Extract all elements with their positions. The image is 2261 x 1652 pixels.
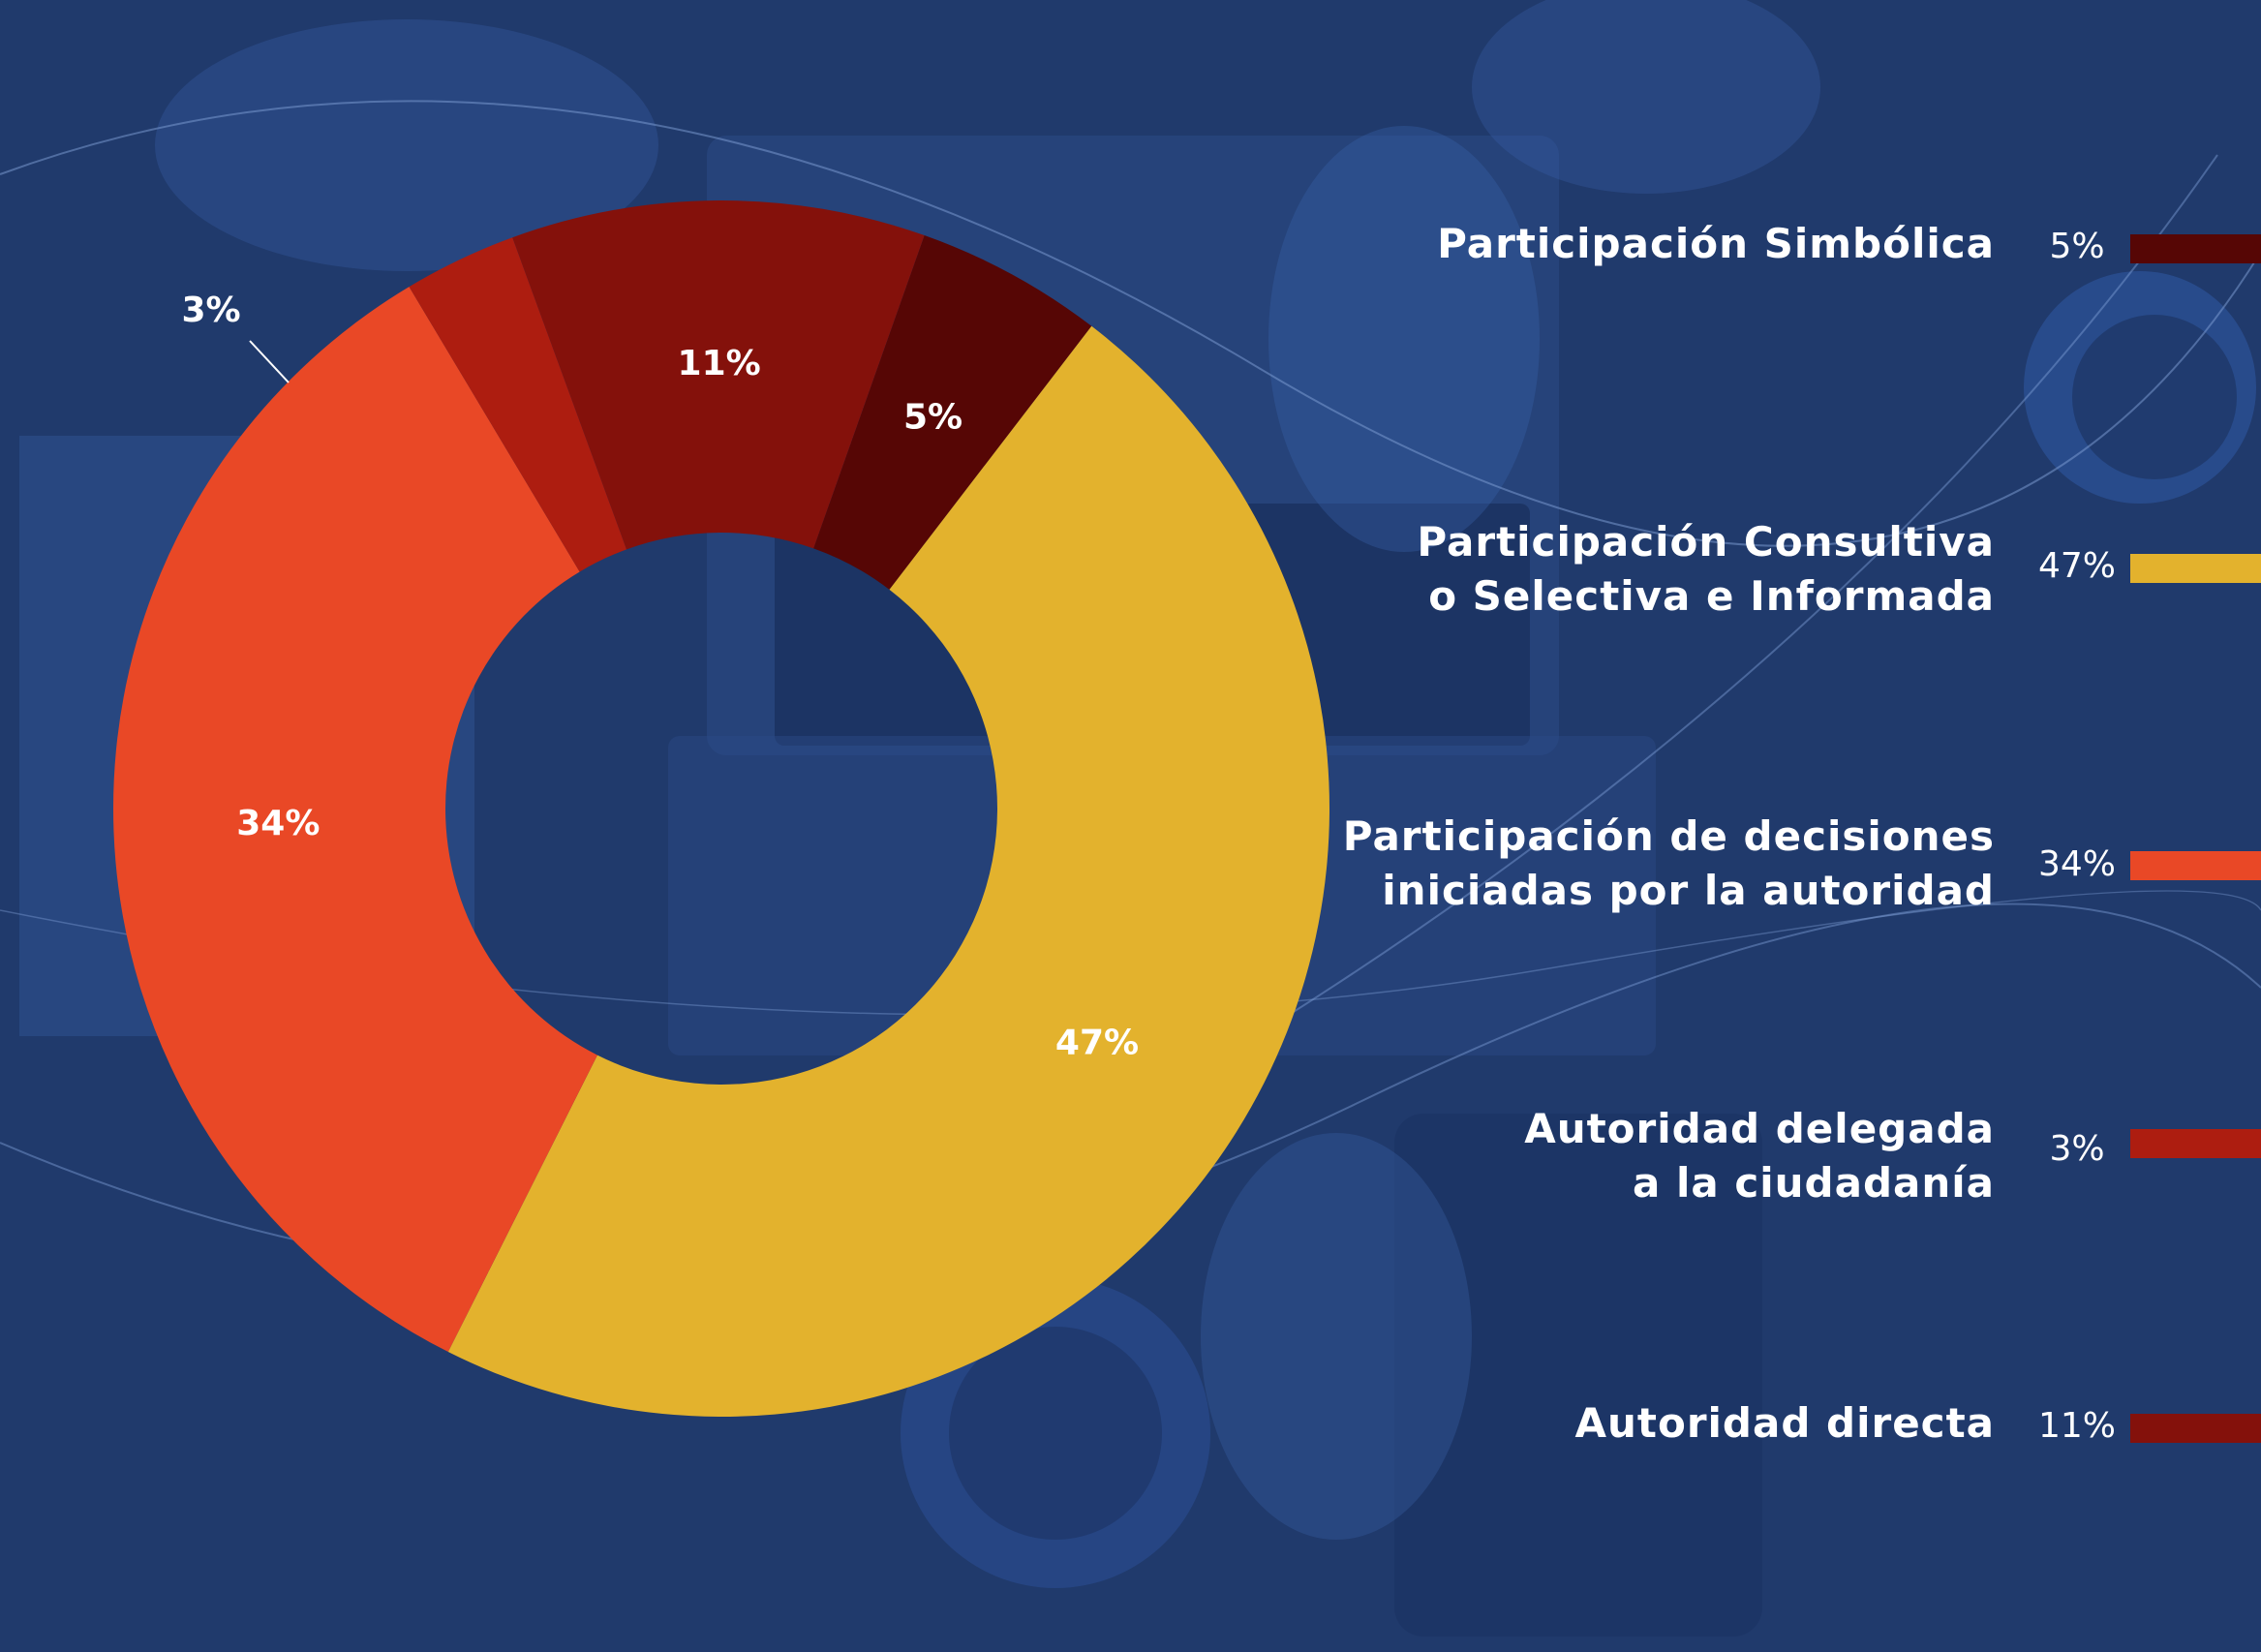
slice-participacion-de-decisiones-iniciadas-por-la-autoridad [113, 287, 597, 1353]
legend-value-participacion-consultiva: 47% [2037, 546, 2116, 586]
leader-line [249, 340, 290, 383]
legend-value-autoridad-delegada: 3% [2049, 1129, 2105, 1169]
legend-swatch-participacion-consultiva [2130, 554, 2261, 583]
slice-participacion-consultiva-o-selectiva-e-informada [447, 325, 1329, 1417]
slice-value-label: 47% [1055, 1023, 1139, 1062]
slice-value-label: 3% [181, 291, 240, 330]
legend-value-participacion-simbolica: 5% [2049, 227, 2105, 266]
legend-value-decisiones-autoridad: 34% [2037, 844, 2116, 884]
legend-label-autoridad-delegada: Autoridad delegada a la ciudadanía [1524, 1105, 1995, 1207]
slice-value-label: 5% [903, 398, 962, 438]
legend-swatch-autoridad-directa [2130, 1414, 2261, 1443]
slice-participacion-simbolica [813, 235, 1092, 590]
legend-swatch-decisiones-autoridad [2130, 851, 2261, 880]
legend-swatch-participacion-simbolica [2130, 234, 2261, 263]
slice-autoridad-directa [512, 199, 925, 550]
legend-value-autoridad-directa: 11% [2037, 1406, 2116, 1446]
legend-label-participacion-simbolica: Participación Simbólica [1437, 220, 1995, 267]
slice-value-label: 34% [236, 804, 320, 843]
slice-value-label: 11% [678, 344, 761, 383]
legend-label-autoridad-directa: Autoridad directa [1574, 1399, 1995, 1447]
legend-label-decisiones-autoridad: Participación de decisiones iniciadas po… [1342, 812, 1995, 914]
legend-swatch-autoridad-delegada [2130, 1129, 2261, 1158]
legend-label-participacion-consultiva: Participación Consultiva o Selectiva e I… [1417, 518, 1995, 620]
slice-autoridad-delegada-a-la-ciudadania [409, 237, 627, 572]
